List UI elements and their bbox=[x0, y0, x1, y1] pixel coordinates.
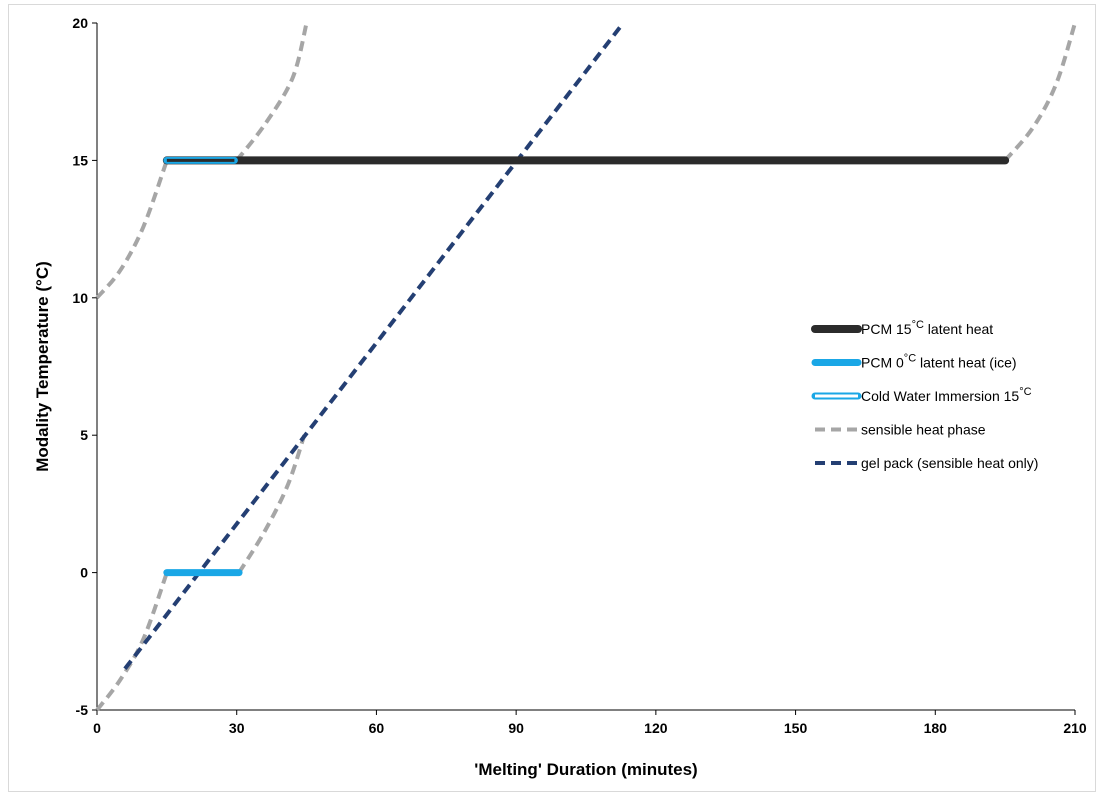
x-tick-label: 0 bbox=[93, 720, 101, 736]
series-sensible-low-to-ice-line bbox=[95, 571, 169, 712]
series-layer bbox=[95, 21, 1077, 712]
series-gel-line bbox=[123, 21, 625, 671]
x-tick-label: 60 bbox=[369, 720, 385, 736]
x-tick-label: 90 bbox=[508, 720, 524, 736]
legend-sensible-label: sensible heat phase bbox=[861, 422, 986, 438]
x-tick-label: 150 bbox=[784, 720, 808, 736]
legend-pcm15-label: PCM 15°C latent heat bbox=[861, 319, 993, 337]
x-tick-label: 180 bbox=[924, 720, 948, 736]
legend: PCM 15°C latent heat PCM 0°C latent heat … bbox=[811, 319, 1038, 471]
x-tick-label: 210 bbox=[1063, 720, 1087, 736]
y-tick-label: 20 bbox=[72, 15, 88, 31]
series-sensible-10-to-pcm-line bbox=[95, 159, 169, 300]
y-tick-label: 15 bbox=[72, 152, 88, 168]
y-tick-label: 10 bbox=[72, 290, 88, 306]
chart-frame bbox=[8, 4, 1096, 792]
legend-cwi-label: Cold Water Immersion 15°C bbox=[861, 386, 1032, 404]
y-tick-label: -5 bbox=[76, 702, 89, 718]
legend-gel-label: gel pack (sensible heat only) bbox=[861, 455, 1038, 471]
y-tick-label: 0 bbox=[80, 565, 88, 581]
series-sensible-cwi-to-top-line bbox=[235, 22, 309, 162]
series-sensible-pcm-to-top-line bbox=[1003, 22, 1077, 162]
x-axis-label: 'Melting' Duration (minutes) bbox=[474, 760, 697, 779]
x-tick-label: 120 bbox=[644, 720, 668, 736]
x-tick-label: 30 bbox=[229, 720, 245, 736]
y-axis-label: Modality Temperature (°C) bbox=[33, 261, 52, 472]
legend-ice-label: PCM 0°C latent heat (ice) bbox=[861, 353, 1017, 371]
y-tick-label: 5 bbox=[80, 427, 88, 443]
series-sensible-ice-to-5-line bbox=[237, 434, 307, 574]
